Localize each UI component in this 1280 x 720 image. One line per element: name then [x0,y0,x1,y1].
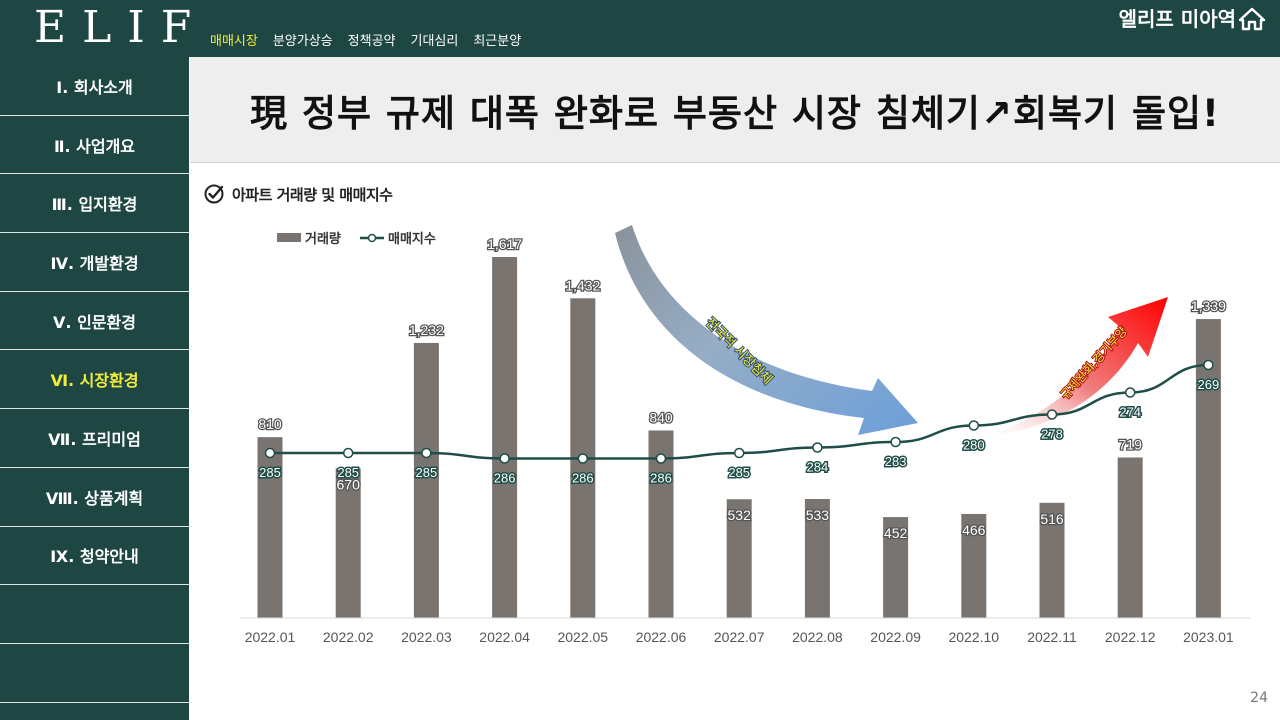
line-point [1204,361,1213,370]
chart-legend: 거래량 매매지수 [277,231,436,246]
sidebar-item-premium[interactable]: Ⅶ. 프리미엄 [0,409,189,468]
x-tick-label: 2022.09 [870,629,921,645]
x-tick-label: 2022.11 [1027,629,1077,645]
sidebar-item-empty [0,585,189,644]
line-point [813,443,822,452]
x-tick-label: 2022.04 [479,629,530,645]
home-icon[interactable] [1238,7,1266,31]
x-tick-label: 2022.10 [948,629,999,645]
line-point [1048,410,1057,419]
bar-value-label: 452 [884,525,908,541]
line-point [344,449,353,458]
sidebar-item-empty [0,644,189,703]
sidebar-item-humanities[interactable]: Ⅴ. 인문환경 [0,292,189,351]
legend-line-label: 매매지수 [388,231,436,246]
line-value-label: 285 [337,465,359,480]
x-tick-label: 2022.06 [636,629,687,645]
line-value-label: 285 [728,465,750,480]
x-tick-label: 2022.05 [557,629,608,645]
line-value-label: 285 [416,465,438,480]
bar-value-label: 840 [649,409,673,425]
bar-value-label: 516 [1040,511,1064,527]
check-circle-icon [203,183,225,205]
sidebar: Ⅰ. 회사소개 Ⅱ. 사업개요 Ⅲ. 입지환경 Ⅳ. 개발환경 Ⅴ. 인문환경 … [0,57,189,720]
line-value-label: 280 [963,438,985,453]
x-tick-label: 2022.08 [792,629,843,645]
line-value-label: 284 [807,460,829,475]
bar-2022.03 [414,343,439,618]
line-point [1126,388,1135,397]
top-bar: ELIF 매매시장 분양가상승 정책공약 기대심리 최근분양 엘리프 미아역 [0,0,1280,57]
sidebar-item-business-overview[interactable]: Ⅱ. 사업개요 [0,116,189,175]
sidebar-item-product-plan[interactable]: Ⅷ. 상품계획 [0,468,189,527]
bar-2022.12 [1118,457,1143,618]
bar-value-label: 466 [962,522,986,538]
x-tick-label: 2022.12 [1105,629,1156,645]
sidebar-item-market[interactable]: Ⅵ. 시장환경 [0,350,189,409]
bar-value-label: 1,339 [1191,298,1226,314]
page-number: 24 [1250,690,1268,706]
bar-2022.04 [492,257,517,618]
line-value-label: 283 [885,454,907,469]
line-point [422,449,431,458]
sidebar-item-location[interactable]: Ⅲ. 입지환경 [0,174,189,233]
bar-value-label: 1,617 [487,236,522,252]
x-tick-label: 2023.01 [1183,629,1234,645]
line-value-label: 274 [1119,405,1141,420]
line-value-label: 285 [259,465,281,480]
down-trend-arrow [615,225,918,435]
sidebar-item-company[interactable]: Ⅰ. 회사소개 [0,57,189,116]
x-tick-label: 2022.07 [714,629,765,645]
line-value-label: 286 [572,471,594,486]
line-point [266,449,275,458]
logo[interactable]: ELIF [34,2,207,54]
brand-name: 엘리프 미아역 [1119,6,1236,32]
bar-value-label: 810 [258,416,282,432]
bar-value-label: 1,432 [565,277,600,293]
line-point [969,421,978,430]
bar-value-label: 532 [728,507,752,523]
chart-heading: 아파트 거래량 및 매매지수 [203,183,392,205]
bar-value-label: 533 [806,507,830,523]
sidebar-item-development[interactable]: Ⅳ. 개발환경 [0,233,189,292]
page-title: 現 정부 규제 대폭 완화로 부동산 시장 침체기↗회복기 돌입! [190,57,1280,163]
nav-item-recent-presale[interactable]: 최근분양 [473,33,521,51]
line-value-label: 286 [494,471,516,486]
sidebar-item-subscription[interactable]: Ⅸ. 청약안내 [0,527,189,586]
line-point [500,454,509,463]
bar-value-label: 1,232 [409,322,444,338]
x-tick-label: 2022.03 [401,629,452,645]
nav-item-presale-price[interactable]: 분양가상승 [273,33,333,51]
title-bar: 現 정부 규제 대폭 완화로 부동산 시장 침체기↗회복기 돌입! [190,57,1280,163]
nav-item-trading-market[interactable]: 매매시장 [210,33,258,51]
line-value-label: 278 [1041,427,1063,442]
legend-bar-swatch [277,233,301,242]
line-value-label: 286 [650,471,672,486]
line-value-label: 269 [1198,377,1220,392]
x-tick-label: 2022.01 [245,629,296,645]
x-tick-label: 2022.02 [323,629,374,645]
line-point [578,454,587,463]
nav-item-policy[interactable]: 정책공약 [348,33,396,51]
line-point [657,454,666,463]
chart-heading-label: 아파트 거래량 및 매매지수 [232,184,392,205]
line-point [891,438,900,447]
nav-item-expectation[interactable]: 기대심리 [411,33,459,51]
line-point [735,449,744,458]
bar-value-label: 719 [1119,436,1143,452]
top-nav: 매매시장 분양가상승 정책공약 기대심리 최근분양 [210,33,521,51]
legend-line-marker [369,235,376,242]
legend-bar-label: 거래량 [305,231,341,246]
